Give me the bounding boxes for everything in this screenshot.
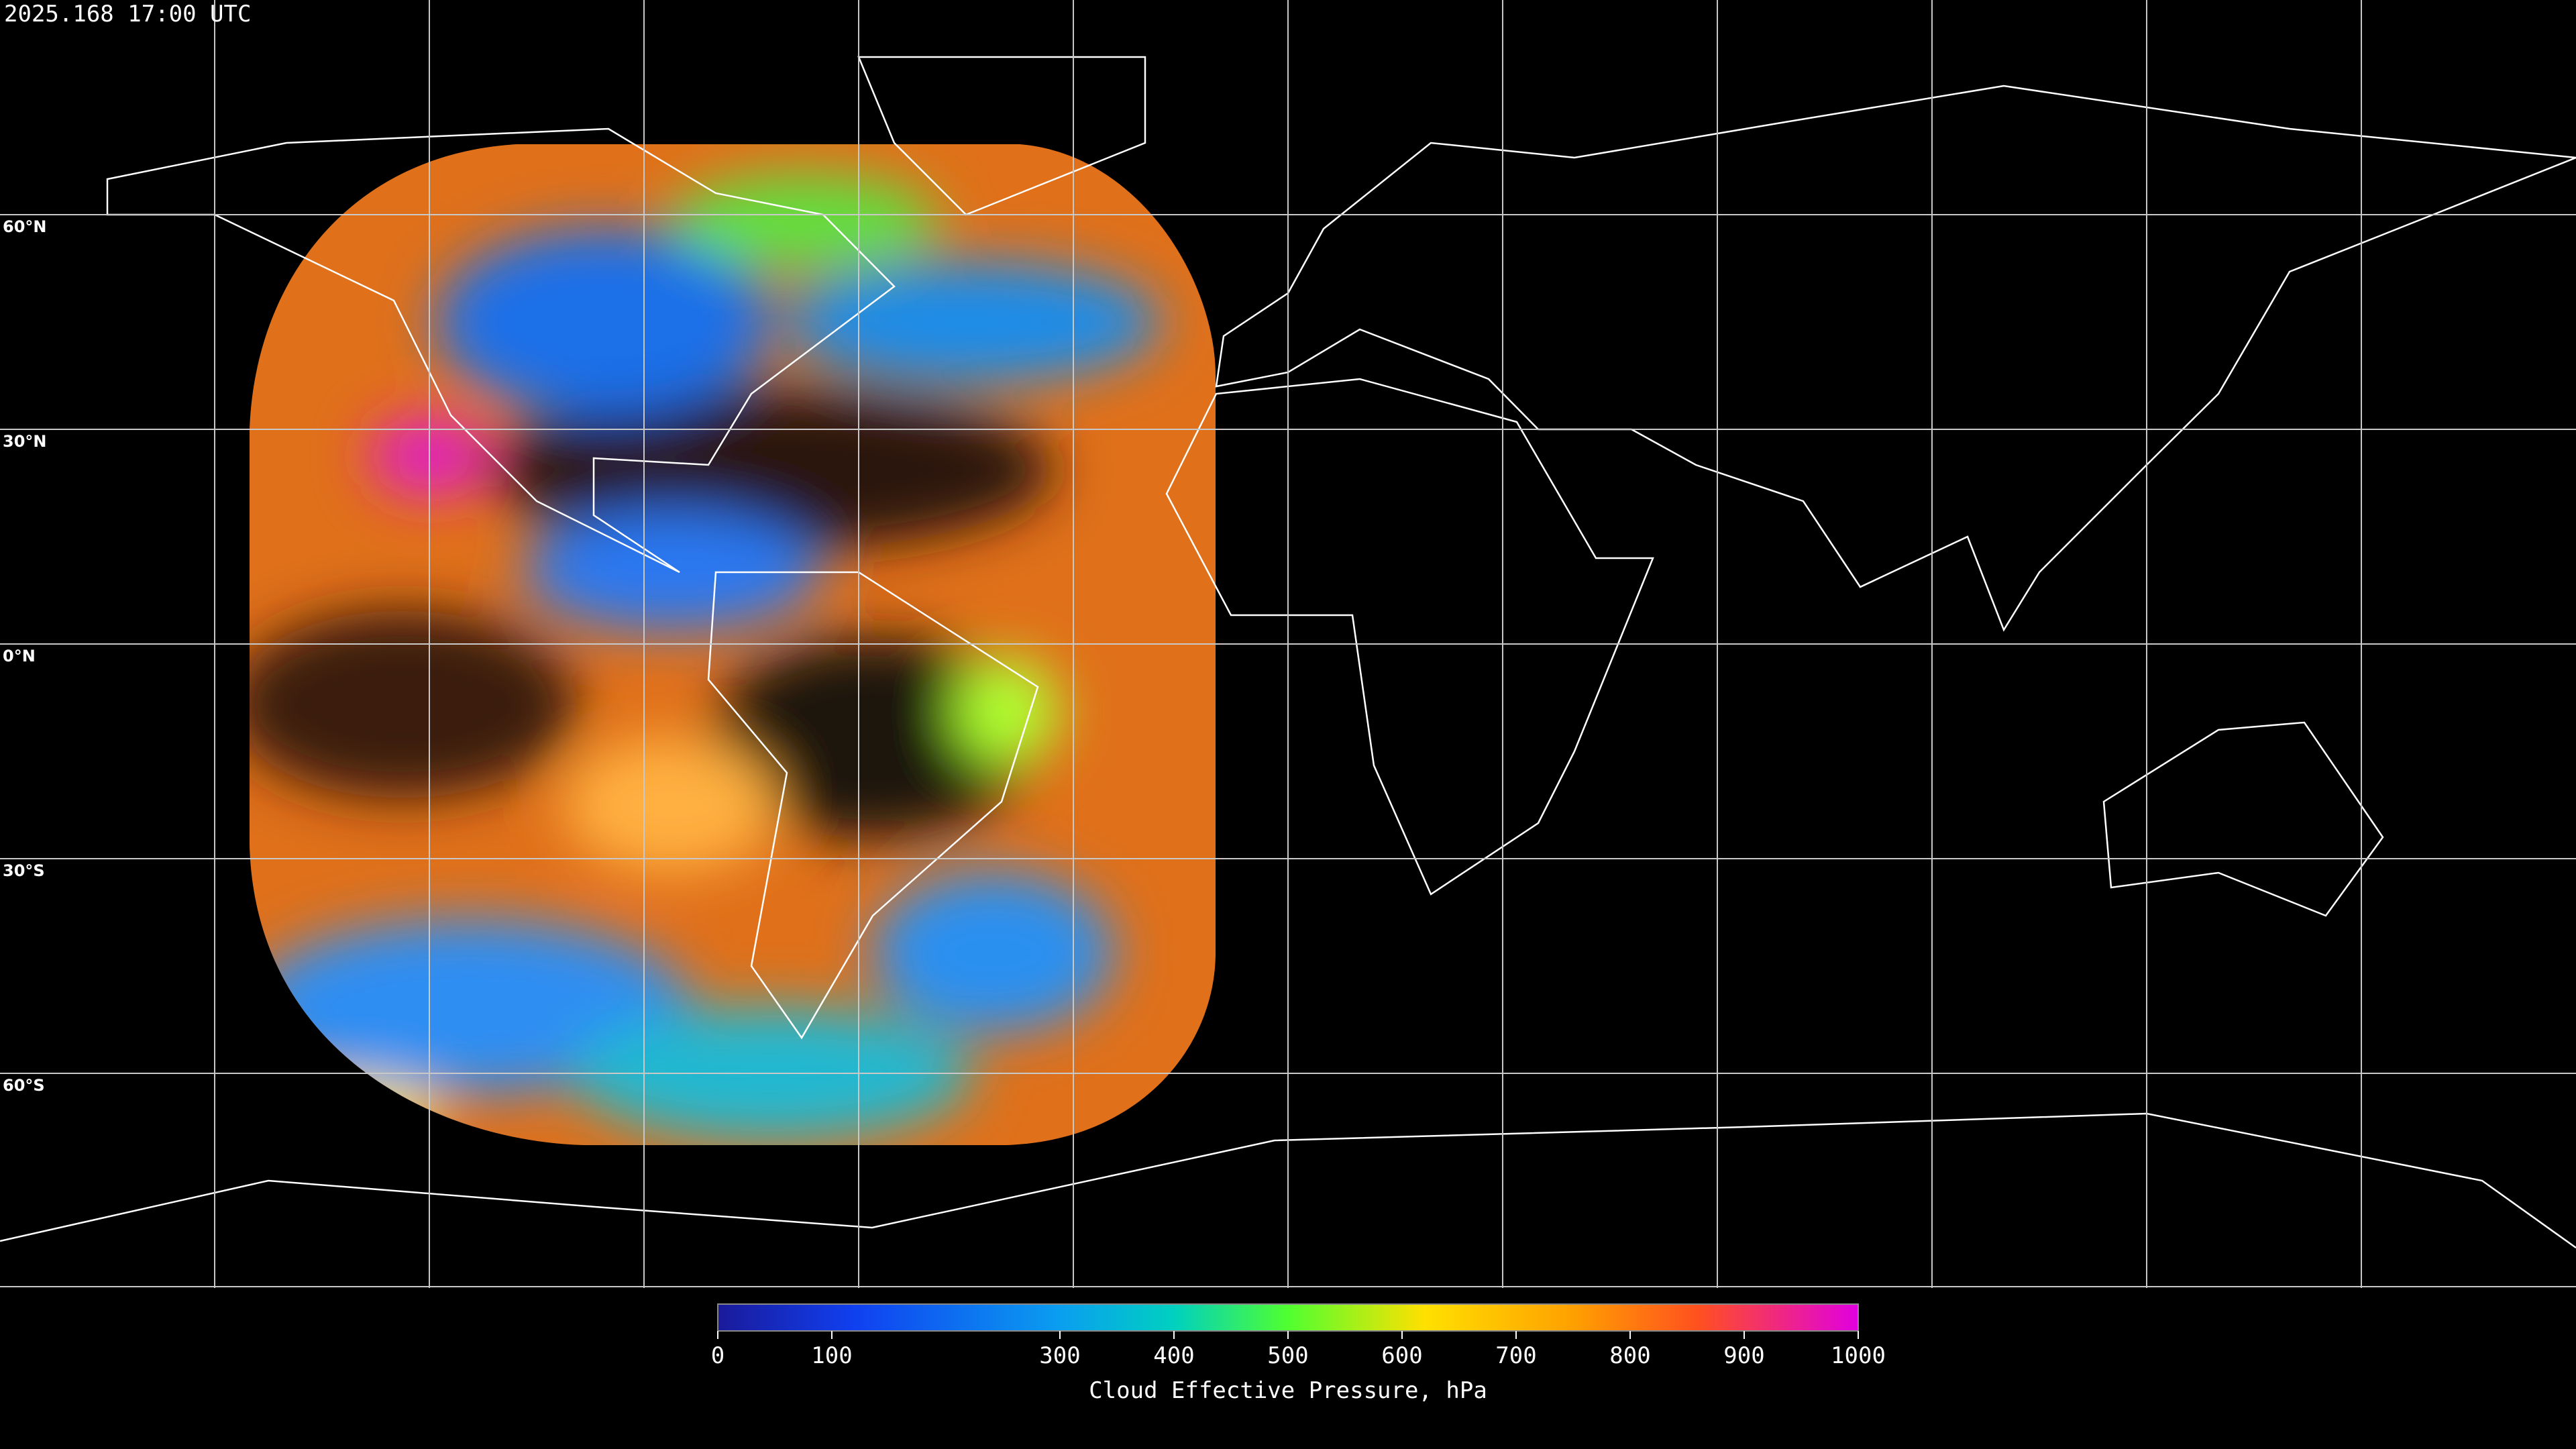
colorbar-label: Cloud Effective Pressure, hPa	[1089, 1377, 1487, 1404]
satellite-imagery	[250, 144, 1216, 1145]
colorbar-tick-label: 900	[1723, 1342, 1764, 1369]
colorbar-tick-label: 800	[1609, 1342, 1650, 1369]
colorbar-ticks: 0 100 300 400 500 600 700 800 900 1000	[711, 1331, 1886, 1369]
colorbar-tick-label: 700	[1495, 1342, 1536, 1369]
colorbar-tick-label: 1000	[1831, 1342, 1886, 1369]
timestamp: 2025.168 17:00 UTC	[4, 1, 251, 28]
colorbar-tick-label: 400	[1153, 1342, 1194, 1369]
colorbar-tick-label: 100	[811, 1342, 852, 1369]
colorbar-tick-label: 300	[1039, 1342, 1080, 1369]
latitude-label: 60°N	[3, 217, 46, 236]
latitude-label: 0°N	[3, 647, 36, 665]
latitude-label: 30°N	[3, 432, 46, 451]
colorbar-tick-label: 0	[711, 1342, 724, 1369]
colorbar	[717, 1303, 1859, 1332]
colorbar-tick-label: 600	[1381, 1342, 1422, 1369]
latitude-label: 60°S	[3, 1076, 45, 1095]
colorbar-tick-label: 500	[1267, 1342, 1308, 1369]
latitude-labels: 60°N 30°N 0°N 30°S 60°S	[3, 217, 46, 1095]
latitude-label: 30°S	[3, 861, 45, 880]
graticule	[0, 0, 2576, 1288]
